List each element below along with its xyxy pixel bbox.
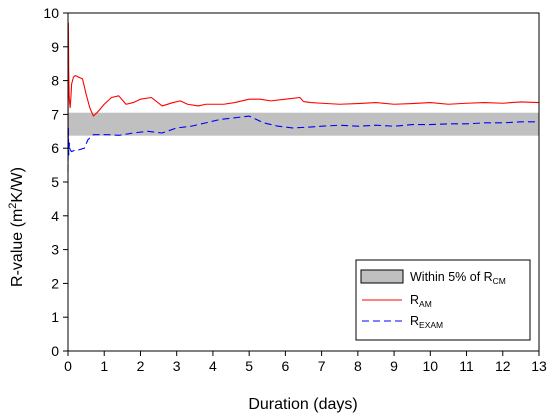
legend-swatch-band xyxy=(360,269,404,284)
x-tick-label: 4 xyxy=(209,358,217,374)
x-tick-label: 7 xyxy=(318,358,326,374)
y-tick-label: 4 xyxy=(51,208,59,224)
x-tick-label: 6 xyxy=(281,358,289,374)
x-tick-label: 8 xyxy=(354,358,362,374)
x-tick-label: 5 xyxy=(245,358,253,374)
y-tick-label: 1 xyxy=(51,309,59,325)
y-axis-title: R-value (m2K/W) xyxy=(7,167,26,287)
y-tick-label: 9 xyxy=(51,39,59,55)
x-tick-label: 13 xyxy=(531,358,547,374)
x-tick-label: 12 xyxy=(495,358,511,374)
series-line-ram xyxy=(67,22,540,139)
y-tick-label: 5 xyxy=(51,174,59,190)
x-tick-label: 3 xyxy=(173,358,181,374)
y-tick-label: 6 xyxy=(51,140,59,156)
plot-frame xyxy=(67,12,540,352)
y-axis-title-suffix: K/W) xyxy=(9,167,26,203)
x-axis: 0 1 2 3 4 5 6 7 8 9 10 11 12 13 xyxy=(64,351,547,374)
y-tick-label: 2 xyxy=(51,275,59,291)
y-tick-label: 7 xyxy=(51,106,59,122)
y-axis-title-sup: 2 xyxy=(7,203,19,209)
y-tick-label: 8 xyxy=(51,73,59,89)
y-tick-label: 0 xyxy=(51,343,59,359)
plot-area xyxy=(67,22,540,172)
series-line-rexam xyxy=(67,115,539,172)
band-within-5pct xyxy=(68,112,539,136)
legend-label-band: Within 5% of RCM xyxy=(410,270,506,286)
legend: Within 5% of RCM RAM REXAM xyxy=(355,259,531,341)
y-tick-label: 10 xyxy=(43,5,59,21)
x-axis-title: Duration (days) xyxy=(248,396,357,413)
x-tick-label: 9 xyxy=(390,358,398,374)
x-tick-label: 0 xyxy=(64,358,72,374)
y-axis: 0 1 2 3 4 5 6 7 8 9 10 xyxy=(43,5,68,359)
x-tick-label: 2 xyxy=(137,358,145,374)
x-tick-label: 10 xyxy=(423,358,439,374)
y-axis-title-prefix: R-value (m xyxy=(9,209,26,287)
y-tick-label: 3 xyxy=(51,242,59,258)
legend-label-rexam: REXAM xyxy=(410,314,443,330)
legend-label-ram: RAM xyxy=(410,293,432,309)
x-tick-label: 1 xyxy=(100,358,108,374)
x-tick-label: 11 xyxy=(459,358,474,374)
